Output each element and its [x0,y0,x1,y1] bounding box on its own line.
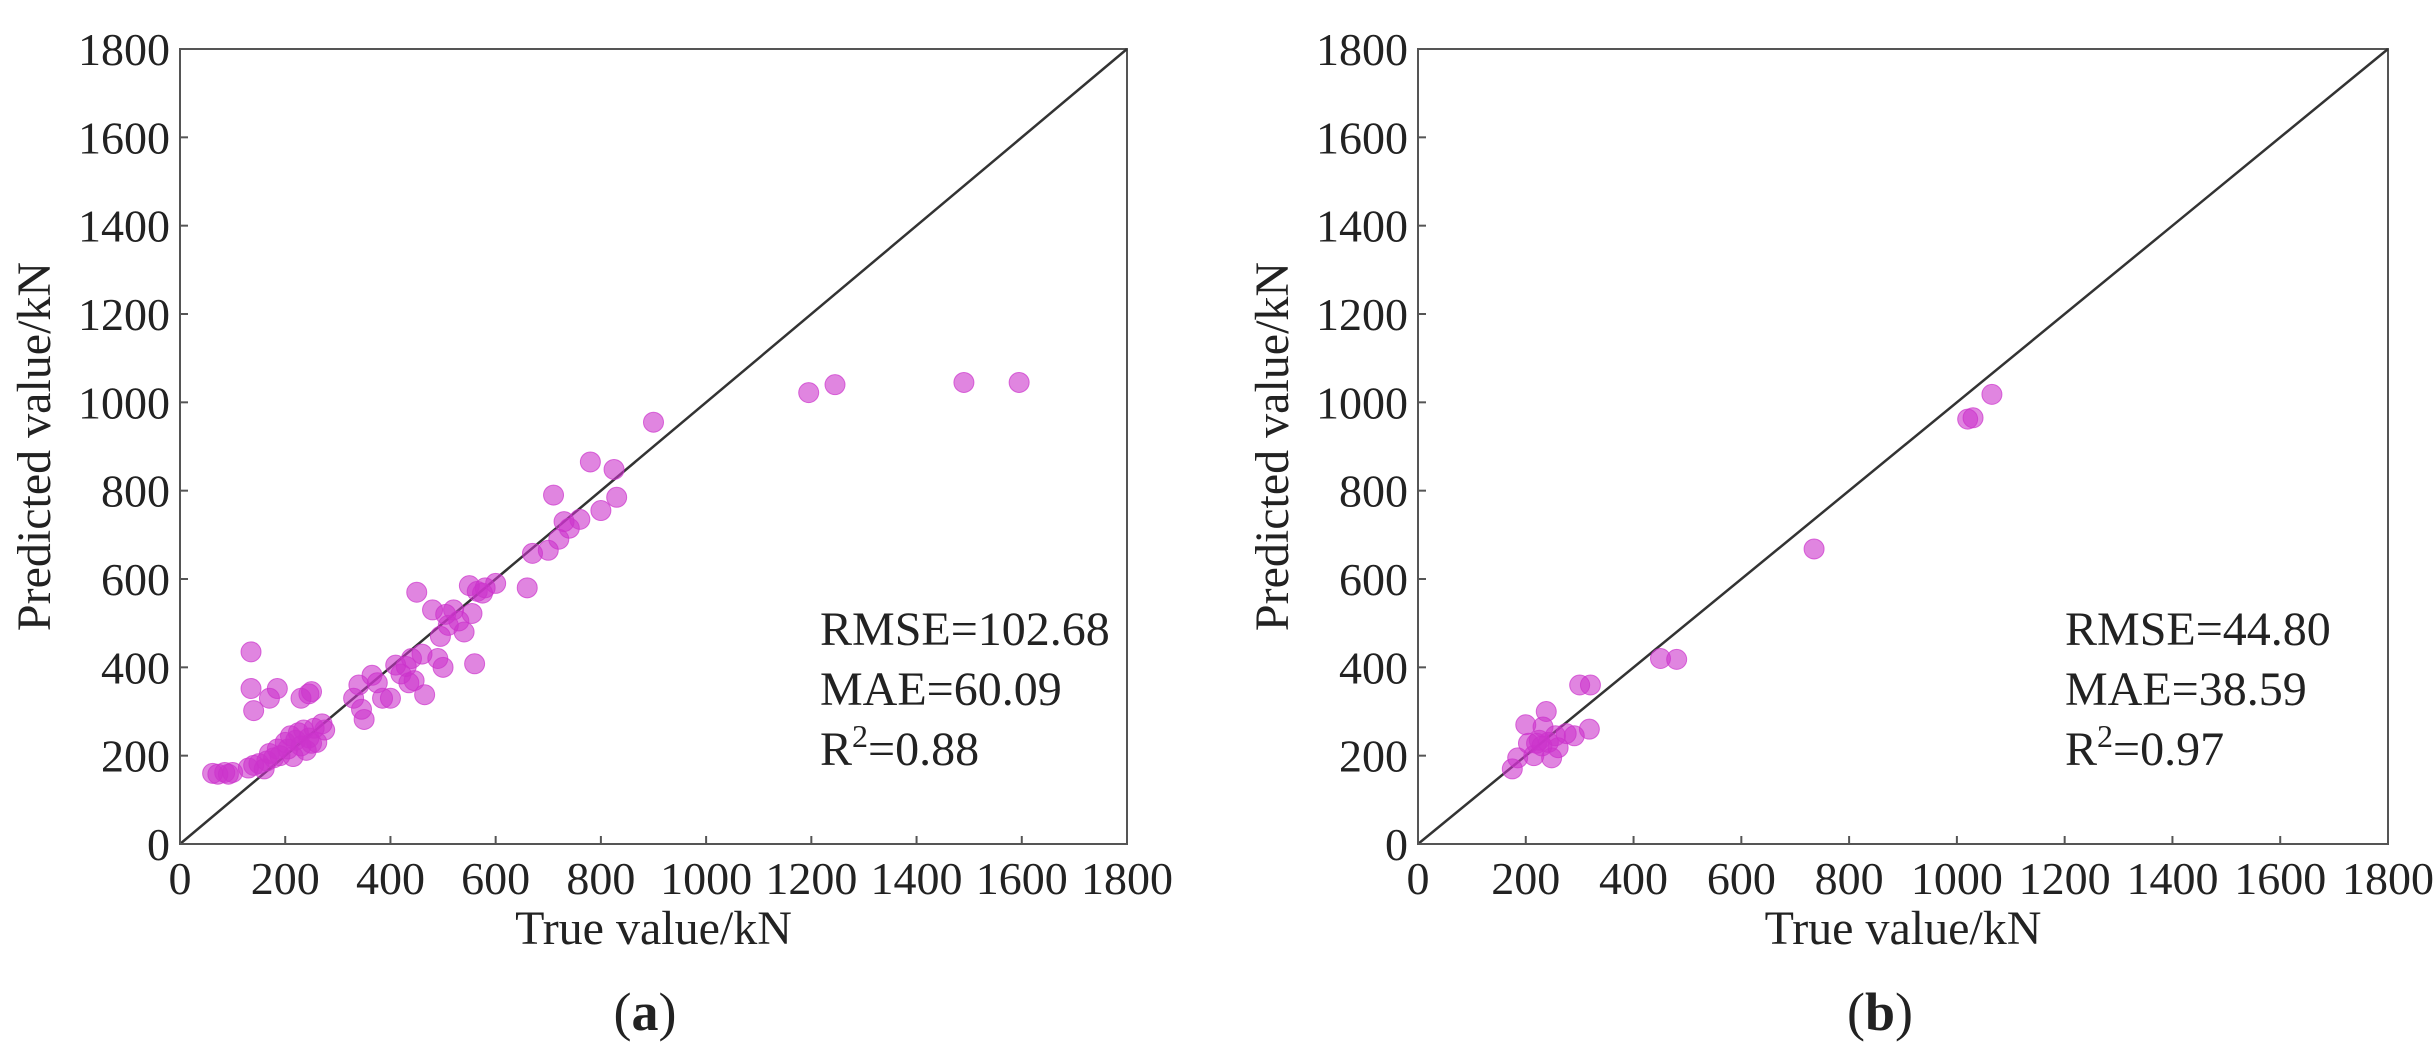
r2-text: R2=0.88 [820,718,979,776]
plot-frame [179,48,1128,845]
plot-frame [1417,48,2389,845]
data-point [603,458,625,480]
data-point [798,382,820,404]
x-tick-label: 800 [1815,853,1884,904]
y-axis-label: Predicted value/kN [8,262,61,631]
data-point [1981,383,2003,405]
scatter-panel-b: 0 200 400 600 800 1000 1200 1400 1600 1800 0 200 400… [1246,24,2434,1042]
y-tick-label: 200 [1339,731,1408,782]
y-tick-label: 1800 [1316,24,1408,75]
mae-text: MAE=38.59 [2065,663,2307,716]
data-point [243,700,265,722]
data-point [1578,718,1600,740]
reference-line [1417,48,2389,845]
x-tick-label: 1800 [2342,853,2434,904]
rmse-text: RMSE=102.68 [820,603,1110,656]
y-axis-label: Predicted value/kN [1246,262,1299,631]
y-tick-label: 200 [101,731,170,782]
y-tick-label: 0 [1385,819,1408,870]
data-point [403,670,425,692]
data-point [643,411,664,433]
data-point [461,602,483,624]
x-tick-label: 200 [1491,853,1560,904]
data-point [606,486,628,508]
rmse-text: RMSE=44.80 [2065,603,2331,656]
y-tick-label: 600 [1339,554,1408,605]
y-tick-label: 800 [101,466,170,517]
reference-line [179,48,1128,845]
x-tick-label: 600 [1707,853,1776,904]
y-tick-label: 1200 [78,289,170,340]
data-point [1008,371,1030,393]
panel-caption: (a) [614,982,677,1042]
x-tick-label: 200 [251,853,320,904]
y-tick-label: 600 [101,554,170,605]
y-tick-label: 1600 [78,112,170,163]
data-point [824,374,846,396]
y-tick-label: 1600 [1316,112,1408,163]
x-tick-label: 1200 [765,853,857,904]
x-tick-label: 1600 [2234,853,2326,904]
data-point [579,451,601,473]
y-tick-label: 1400 [78,201,170,252]
data-point [432,656,454,678]
data-point [414,684,436,706]
x-tick-label: 1800 [1081,853,1173,904]
data-point [266,678,288,700]
y-tick-label: 400 [101,642,170,693]
data-point [543,484,565,506]
data-point [301,681,323,703]
panel-caption: (b) [1847,982,1913,1042]
y-tick-label: 1800 [78,24,170,75]
data-point [1579,674,1601,696]
data-point [464,653,486,675]
data-point [379,687,401,709]
data-point [485,572,507,594]
x-tick-label: 1000 [660,853,752,904]
y-tick-label: 1000 [1316,377,1408,428]
x-tick-label: 400 [356,853,425,904]
data-point [240,641,262,663]
x-tick-label: 1200 [2019,853,2111,904]
data-point [569,508,591,530]
y-tick-label: 800 [1339,466,1408,517]
x-tick-label: 600 [461,853,530,904]
x-tick-label: 1400 [871,853,963,904]
x-tick-label: 0 [169,853,192,904]
data-point [1666,648,1688,670]
data-point [406,581,428,603]
x-tick-label: 0 [1407,853,1430,904]
x-tick-label: 1400 [2126,853,2218,904]
data-point [240,678,262,700]
x-axis-label: True value/kN [1765,902,2042,955]
y-tick-label: 400 [1339,642,1408,693]
data-point [453,621,475,643]
y-tick-label: 0 [147,819,170,870]
data-point [953,371,975,393]
r2-text: R2=0.97 [2065,718,2224,776]
x-tick-label: 1600 [976,853,1068,904]
data-point [353,708,375,730]
mae-text: MAE=60.09 [820,663,1062,716]
scatter-panel-a: 0 200 400 600 800 1000 1200 1400 1600 1800 0 200 400… [8,24,1173,1042]
data-point [590,500,612,522]
x-tick-label: 800 [566,853,635,904]
data-point [314,719,336,741]
data-point [1803,538,1825,560]
y-tick-label: 1400 [1316,201,1408,252]
x-axis-label: True value/kN [515,902,792,955]
data-point [1535,701,1557,722]
x-tick-label: 1000 [1911,853,2003,904]
data-point [516,577,538,599]
x-tick-label: 400 [1599,853,1668,904]
data-point [1962,407,1984,429]
y-tick-label: 1000 [78,377,170,428]
y-tick-label: 1200 [1316,289,1408,340]
